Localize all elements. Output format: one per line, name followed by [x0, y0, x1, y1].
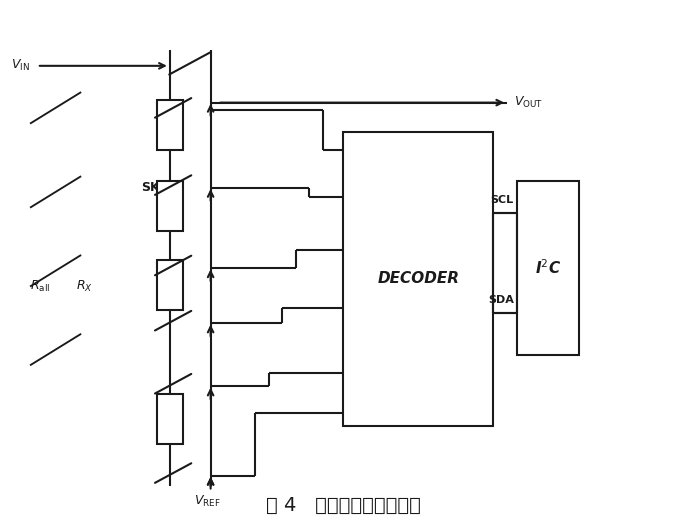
Text: $R_X$: $R_X$: [76, 279, 93, 294]
Text: SCL: SCL: [491, 195, 514, 205]
Text: $V_{\rm REF}$: $V_{\rm REF}$: [194, 494, 221, 509]
Text: SK: SK: [141, 181, 159, 194]
Text: 图 4   音量控制电路原理图: 图 4 音量控制电路原理图: [266, 496, 421, 515]
Text: DECODER: DECODER: [377, 271, 460, 286]
Bar: [157, 260, 183, 310]
Text: $V_{\rm OUT}$: $V_{\rm OUT}$: [514, 95, 543, 110]
Bar: [517, 182, 578, 355]
Text: SDA: SDA: [488, 295, 514, 305]
Bar: [157, 100, 183, 150]
Text: ·
·
·: · · ·: [168, 336, 172, 364]
Bar: [157, 182, 183, 232]
Bar: [344, 132, 493, 426]
Text: I$^2$C: I$^2$C: [535, 259, 561, 278]
Bar: [157, 394, 183, 444]
Text: $V_{\rm IN}$: $V_{\rm IN}$: [11, 58, 30, 73]
Text: $R_{\rm all}$: $R_{\rm all}$: [30, 279, 50, 294]
